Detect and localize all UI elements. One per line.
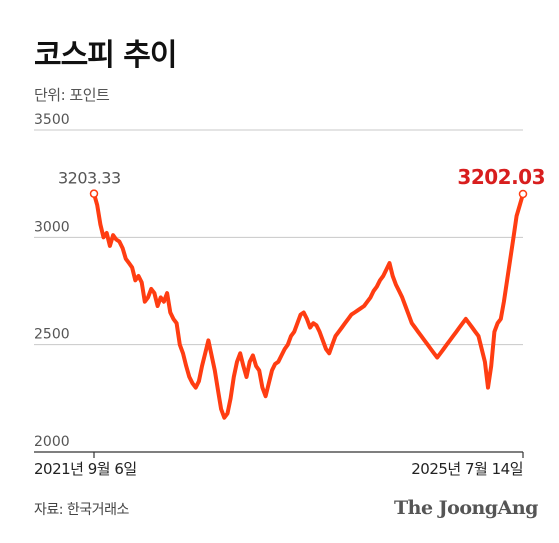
y-tick-label: 3000 [34,219,70,235]
x-tick-label-start: 2021년 9월 6일 [34,460,137,478]
series-group [92,191,525,420]
y-tick-label: 2500 [34,327,70,343]
y-tick-label: 3500 [34,112,70,128]
end-value-label: 3202.03 [457,165,545,189]
brand-logo: The JoongAng [394,497,538,519]
x-tick-label-end: 2025년 7월 14일 [411,460,523,478]
start-value-label: 3203.33 [58,169,121,188]
chart-title: 코스피 추이 [34,38,177,73]
annotation-marker [89,189,99,198]
unit-label: 단위: 포인트 [34,86,110,104]
source-label: 자료: 한국거래소 [34,502,129,518]
annotations: 3203.33 3202.03 [58,165,546,199]
y-tick-labels: 2000 2500 3000 3500 [34,112,70,450]
y-tick-label: 2000 [34,434,70,450]
x-axis: 2021년 9월 6일 2025년 7월 14일 [34,451,524,478]
series-line [92,191,525,420]
annotation-marker [518,189,528,199]
